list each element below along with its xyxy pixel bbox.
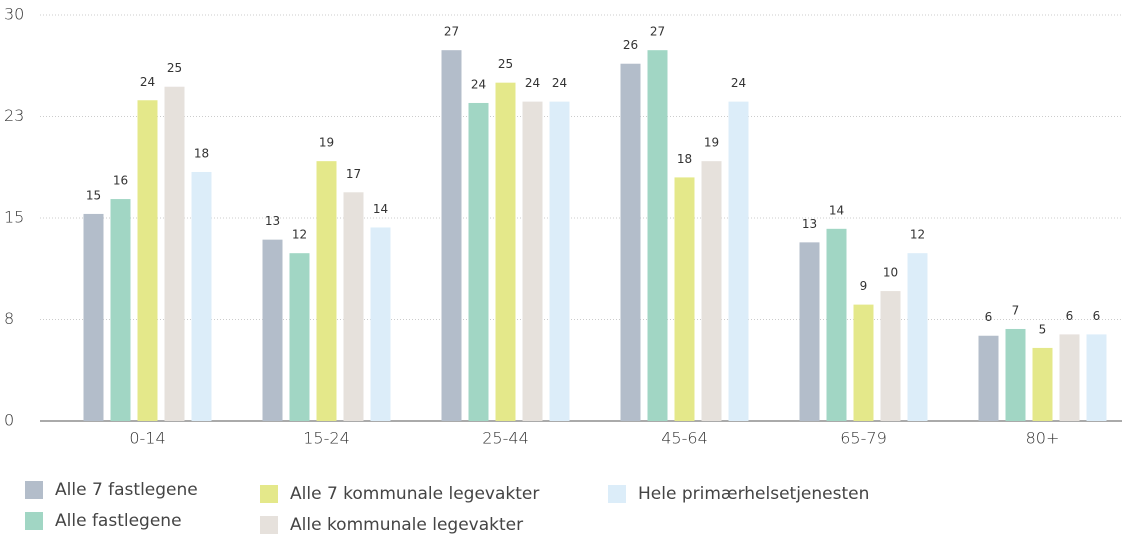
value-label: 19 (319, 136, 334, 150)
value-label: 18 (194, 146, 209, 160)
bar (907, 253, 928, 421)
x-tick-label: 25-44 (482, 429, 529, 448)
value-label: 24 (471, 77, 486, 91)
bar (701, 161, 722, 421)
x-tick-label: 15-24 (303, 429, 350, 448)
bar (262, 239, 283, 421)
bar (1086, 334, 1107, 421)
value-label: 15 (86, 188, 101, 202)
y-tick-label: 0 (4, 411, 14, 430)
value-label: 7 (1012, 303, 1020, 317)
bar (647, 50, 668, 421)
value-label: 6 (1093, 309, 1101, 323)
bar (110, 199, 131, 421)
bar (1032, 347, 1053, 421)
legend-swatch (608, 485, 626, 503)
value-label: 17 (346, 167, 361, 181)
bar (549, 101, 570, 421)
bar (316, 161, 337, 421)
bar (1005, 328, 1026, 421)
bar (343, 192, 364, 421)
value-label: 14 (829, 203, 844, 217)
y-tick-label: 23 (4, 106, 24, 125)
bar (164, 86, 185, 421)
value-label: 13 (265, 214, 280, 228)
bar (289, 253, 310, 421)
bar (522, 101, 543, 421)
legend-label: Alle 7 fastlegene (55, 480, 198, 500)
bar (674, 177, 695, 421)
value-label: 19 (704, 136, 719, 150)
legend-label: Alle 7 kommunale legevakter (290, 484, 539, 504)
legend-swatch (25, 481, 43, 499)
bar (978, 335, 999, 421)
bar (468, 102, 489, 421)
value-label: 10 (883, 266, 898, 280)
value-label: 12 (292, 228, 307, 242)
value-label: 24 (552, 76, 567, 90)
bar (1059, 334, 1080, 421)
value-label: 9 (860, 279, 868, 293)
value-label: 27 (650, 25, 665, 39)
value-label: 5 (1039, 322, 1047, 336)
bar (853, 304, 874, 421)
value-label: 6 (985, 310, 993, 324)
legend-label: Alle fastlegene (55, 511, 182, 531)
bar (83, 213, 104, 421)
bar (880, 291, 901, 421)
value-label: 26 (623, 38, 638, 52)
value-label: 25 (167, 61, 182, 75)
x-tick-label: 45-64 (661, 429, 708, 448)
bar (799, 242, 820, 421)
value-label: 24 (731, 76, 746, 90)
value-label: 24 (140, 75, 155, 89)
bar (620, 63, 641, 421)
bar (137, 100, 158, 421)
legend-swatch (260, 485, 278, 503)
bar (191, 171, 212, 421)
y-tick-label: 30 (4, 5, 24, 24)
value-label: 12 (910, 228, 925, 242)
bar (495, 82, 516, 422)
x-tick-label: 80+ (1026, 429, 1060, 448)
x-tick-label: 65-79 (840, 429, 887, 448)
bar (441, 50, 462, 421)
value-label: 25 (498, 57, 513, 71)
legend-label: Alle kommunale legevakter (290, 515, 523, 535)
y-tick-label: 8 (4, 309, 14, 328)
bar (370, 227, 391, 421)
value-label: 16 (113, 174, 128, 188)
value-label: 6 (1066, 309, 1074, 323)
value-label: 18 (677, 152, 692, 166)
value-label: 27 (444, 25, 459, 39)
value-label: 13 (802, 217, 817, 231)
legend-swatch (260, 516, 278, 534)
legend-swatch (25, 512, 43, 530)
value-label: 24 (525, 76, 540, 90)
legend-label: Hele primærhelsetjenesten (638, 484, 869, 504)
bar (728, 101, 749, 421)
bar (826, 228, 847, 421)
y-tick-label: 15 (4, 208, 24, 227)
x-tick-label: 0-14 (129, 429, 165, 448)
value-label: 14 (373, 202, 388, 216)
